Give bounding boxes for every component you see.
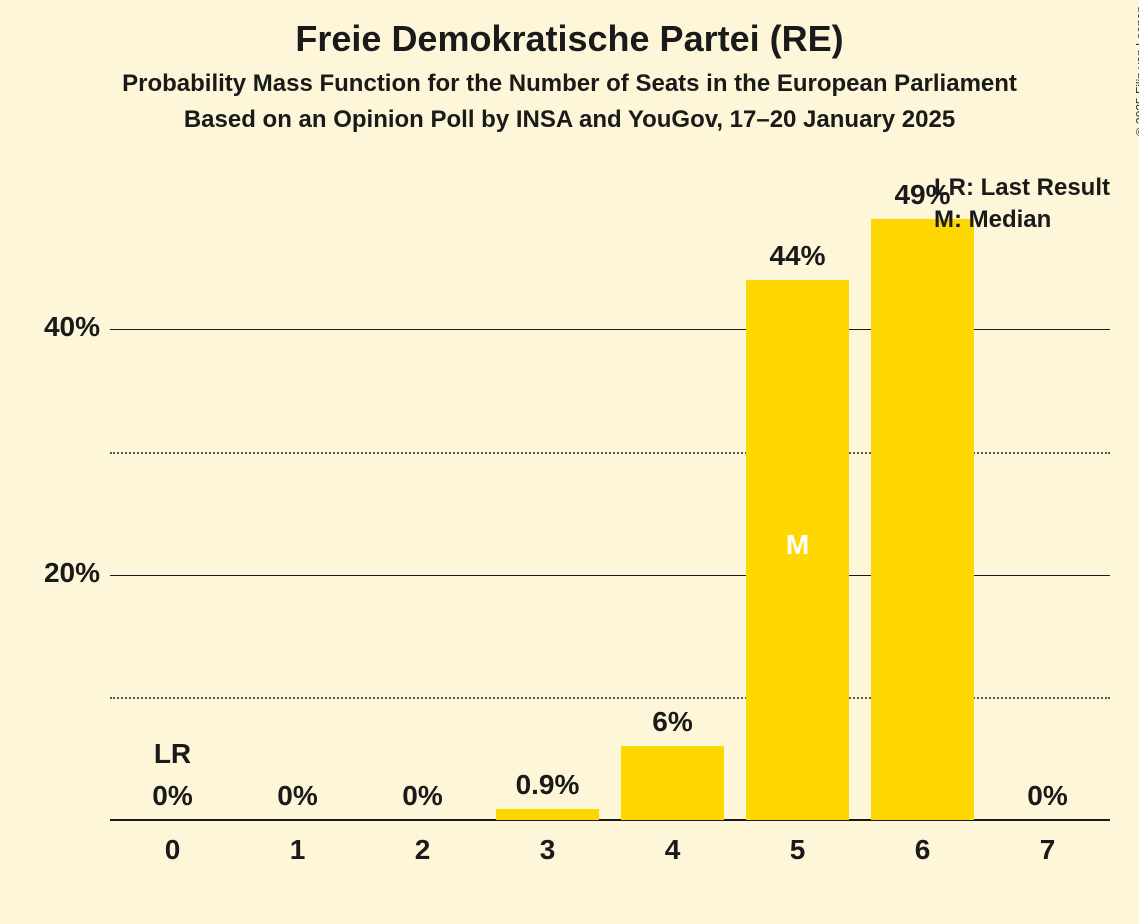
bar: [621, 746, 724, 820]
x-tick-label: 4: [610, 834, 735, 866]
bar-value-label: 0.9%: [485, 769, 610, 801]
x-tick-label: 1: [235, 834, 360, 866]
x-tick-label: 7: [985, 834, 1110, 866]
bar-value-label: 0%: [360, 780, 485, 812]
plot-area: 0%LR0%0%0.9%6%44%M49%0%: [110, 170, 1110, 820]
y-tick-label: 20%: [20, 557, 100, 589]
x-tick-label: 6: [860, 834, 985, 866]
bar-value-label: 44%: [735, 240, 860, 272]
bar-value-label: 0%: [110, 780, 235, 812]
last-result-marker: LR: [110, 738, 235, 770]
x-tick-label: 3: [485, 834, 610, 866]
bar-value-label: 0%: [235, 780, 360, 812]
bar: [871, 219, 974, 820]
chart-subtitle-2: Based on an Opinion Poll by INSA and You…: [0, 106, 1139, 134]
y-tick-label: 40%: [20, 311, 100, 343]
chart-subtitle-1: Probability Mass Function for the Number…: [0, 70, 1139, 98]
x-tick-label: 2: [360, 834, 485, 866]
legend: LR: Last Result M: Median: [934, 174, 1110, 234]
chart-title: Freie Demokratische Partei (RE): [0, 0, 1139, 60]
x-tick-label: 5: [735, 834, 860, 866]
bar-value-label: 0%: [985, 780, 1110, 812]
legend-item-lr: LR: Last Result: [934, 174, 1110, 202]
median-marker: M: [746, 529, 849, 561]
bar: [496, 809, 599, 820]
legend-item-median: M: Median: [934, 206, 1110, 234]
bar-value-label: 6%: [610, 706, 735, 738]
x-tick-label: 0: [110, 834, 235, 866]
copyright-text: © 2025 Filip van Laenen: [1133, 6, 1139, 136]
